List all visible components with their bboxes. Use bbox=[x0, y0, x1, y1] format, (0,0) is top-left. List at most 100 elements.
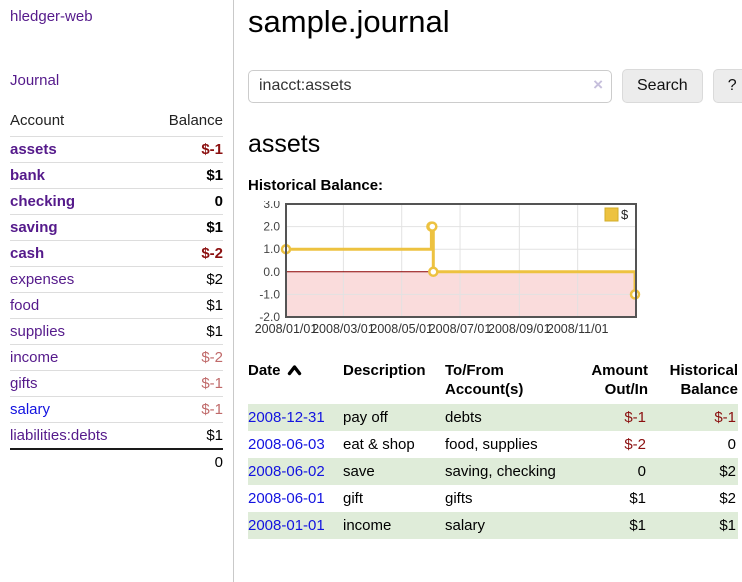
account-balance: $1 bbox=[146, 214, 223, 241]
y-axis-label: 0.0 bbox=[263, 265, 280, 279]
transaction-date-link[interactable]: 2008-06-03 bbox=[248, 436, 325, 453]
legend-swatch bbox=[604, 207, 619, 222]
account-link[interactable]: salary bbox=[10, 401, 51, 418]
transaction-row: 2008-06-03 eat & shop food, supplies $-2 0 bbox=[248, 431, 738, 458]
account-row: supplies $1 bbox=[10, 318, 223, 345]
transaction-balance: $1 bbox=[719, 517, 736, 534]
transaction-row: 2008-06-02 save saving, checking 0 $2 bbox=[248, 458, 738, 485]
accounts-header-balance: Balance bbox=[168, 112, 223, 129]
register-header-accounts: To/From Account(s) bbox=[445, 361, 573, 404]
transaction-balance: $2 bbox=[719, 463, 736, 480]
account-balance: $-2 bbox=[146, 344, 223, 371]
clear-search-icon[interactable]: × bbox=[593, 74, 603, 94]
register-header-date[interactable]: Date bbox=[248, 361, 343, 404]
register-header-label: Amount Out/In bbox=[591, 362, 648, 398]
register-header-row: Date Description To/From Account(s) Amount … bbox=[248, 361, 738, 404]
account-row: liabilities:debts $1 bbox=[10, 422, 223, 449]
transaction-amount: $-1 bbox=[624, 409, 646, 426]
account-link[interactable]: gifts bbox=[10, 375, 38, 392]
chart-grid bbox=[286, 204, 636, 317]
transaction-amount: $1 bbox=[629, 517, 646, 534]
account-balance: $-2 bbox=[146, 240, 223, 267]
search-input[interactable] bbox=[248, 69, 612, 103]
transaction-balance: 0 bbox=[727, 436, 736, 453]
x-axis-label: 2008/09/01 bbox=[488, 322, 551, 336]
transaction-date-link[interactable]: 2008-06-01 bbox=[248, 490, 325, 507]
accounts-header-row: Account Balance bbox=[10, 110, 223, 137]
account-row: income $-2 bbox=[10, 344, 223, 371]
account-row: cash $-2 bbox=[10, 240, 223, 267]
account-link[interactable]: checking bbox=[10, 193, 76, 210]
transaction-accounts: debts bbox=[445, 409, 482, 426]
transaction-date-cell: 2008-06-01 bbox=[248, 485, 343, 512]
y-axis-label: 3.0 bbox=[263, 201, 280, 211]
accounts-total-row: 0 bbox=[10, 448, 223, 475]
account-link[interactable]: cash bbox=[10, 245, 45, 262]
register-header-label: To/From Account(s) bbox=[445, 362, 524, 398]
search-box: × bbox=[248, 69, 612, 103]
account-row: food $1 bbox=[10, 292, 223, 319]
accounts-table: Account Balance assets $-1 bank $1 checking 0… bbox=[10, 110, 223, 475]
transaction-description: gift bbox=[343, 490, 364, 507]
main-content: sample.journal × Search ? assets Histori… bbox=[234, 0, 742, 582]
chart-title: Historical Balance: bbox=[248, 177, 384, 194]
y-axis-label: 2.0 bbox=[263, 220, 280, 234]
transaction-accounts: food, supplies bbox=[445, 436, 538, 453]
transaction-balance: $2 bbox=[719, 490, 736, 507]
transaction-balance: $-1 bbox=[714, 409, 736, 426]
search-button[interactable]: Search bbox=[622, 69, 703, 103]
data-point-marker[interactable] bbox=[427, 221, 438, 232]
account-heading: assets bbox=[248, 130, 321, 158]
transaction-date-link[interactable]: 2008-06-02 bbox=[248, 463, 325, 480]
account-link[interactable]: supplies bbox=[10, 323, 66, 340]
transaction-date-link[interactable]: 2008-01-01 bbox=[248, 517, 325, 534]
app-title-link[interactable]: hledger-web bbox=[10, 8, 93, 25]
search-row: × Search ? bbox=[248, 69, 742, 103]
y-axis-label: -1.0 bbox=[259, 287, 280, 301]
plot-border bbox=[285, 203, 637, 318]
transaction-accounts: salary bbox=[445, 517, 486, 534]
transaction-amount: $-2 bbox=[624, 436, 646, 453]
historical-balance-chart[interactable]: $ -2.0 -1.0 0.0 1.0 2.0 3.0 2008/01/01 2008/03/0… bbox=[248, 201, 742, 343]
account-row: expenses $2 bbox=[10, 266, 223, 293]
account-link[interactable]: assets bbox=[10, 141, 57, 158]
page-title: sample.journal bbox=[248, 4, 450, 39]
account-balance: $-1 bbox=[146, 396, 223, 423]
x-axis-label: 2008/11/01 bbox=[547, 322, 609, 336]
account-link[interactable]: saving bbox=[10, 219, 58, 236]
data-point-marker[interactable] bbox=[428, 266, 439, 278]
account-row: salary $-1 bbox=[10, 396, 223, 423]
register-header-description: Description bbox=[343, 361, 445, 404]
sidebar-item-journal[interactable]: Journal bbox=[10, 72, 60, 89]
account-link[interactable]: expenses bbox=[10, 271, 75, 288]
account-balance: $2 bbox=[146, 266, 223, 293]
transaction-description: eat & shop bbox=[343, 436, 415, 453]
transaction-amount: 0 bbox=[637, 463, 646, 480]
transaction-description: save bbox=[343, 463, 375, 480]
register-header-label: Date bbox=[248, 362, 281, 379]
account-link[interactable]: income bbox=[10, 349, 59, 366]
legend-label: $ bbox=[621, 207, 629, 222]
transaction-amount: $1 bbox=[629, 490, 646, 507]
account-link[interactable]: bank bbox=[10, 167, 46, 184]
account-row: saving $1 bbox=[10, 214, 223, 241]
account-link[interactable]: food bbox=[10, 297, 40, 314]
account-link[interactable]: liabilities:debts bbox=[10, 427, 108, 444]
account-row: assets $-1 bbox=[10, 136, 223, 163]
transaction-row: 2008-01-01 income salary $1 $1 bbox=[248, 512, 738, 539]
register-table: Date Description To/From Account(s) Amount … bbox=[248, 361, 738, 539]
help-button[interactable]: ? bbox=[712, 69, 742, 103]
account-balance: $1 bbox=[146, 162, 223, 189]
register-header-label: Description bbox=[343, 362, 426, 379]
transaction-description: income bbox=[343, 517, 392, 534]
account-row: bank $1 bbox=[10, 162, 223, 189]
sort-ascending-icon bbox=[287, 365, 301, 376]
account-row: gifts $-1 bbox=[10, 370, 223, 397]
transaction-date-cell: 2008-06-02 bbox=[248, 458, 343, 485]
x-axis-label: 2008/05/01 bbox=[370, 322, 433, 336]
transaction-date-link[interactable]: 2008-12-31 bbox=[248, 409, 325, 426]
accounts-total-spacer bbox=[10, 448, 147, 475]
account-row: checking 0 bbox=[10, 188, 223, 215]
register-header-label: Historical Balance bbox=[669, 362, 738, 398]
